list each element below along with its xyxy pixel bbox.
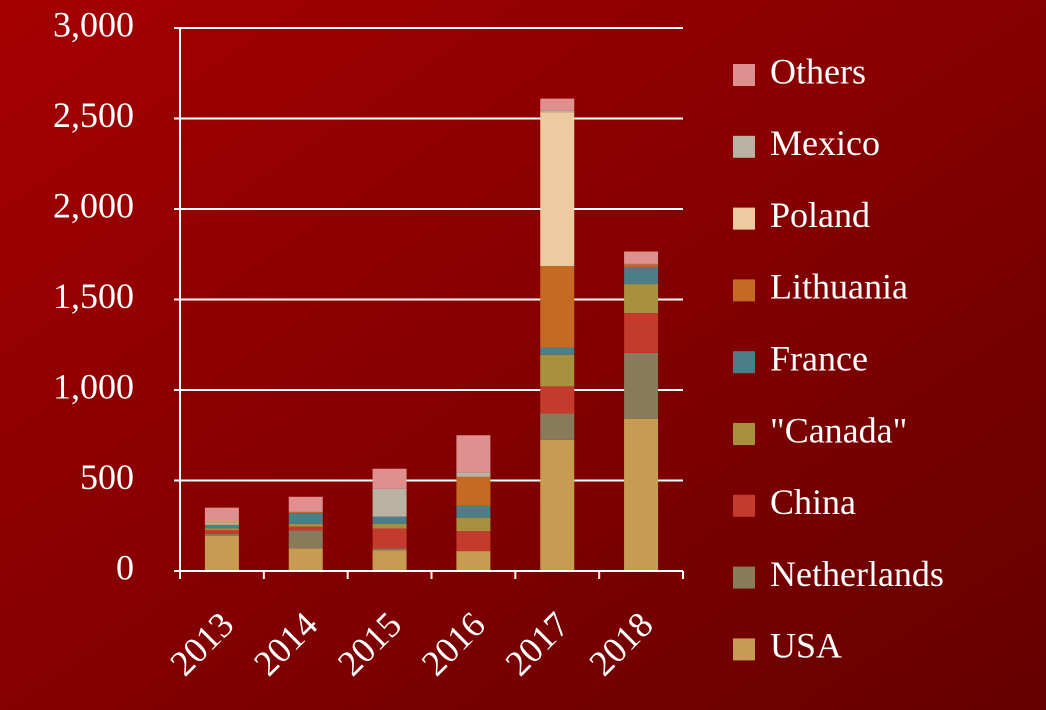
- legend-label: Lithuania: [770, 267, 908, 307]
- legend-label: Poland: [770, 195, 870, 235]
- bar-segment: [288, 523, 323, 527]
- y-tick-label: 3,000: [53, 4, 134, 44]
- bar-segment: [624, 352, 659, 419]
- bar-segment: [204, 522, 239, 525]
- legend-swatch: [733, 279, 755, 302]
- y-tick-label: 1,500: [53, 276, 134, 316]
- bar-segment: [288, 548, 323, 571]
- bar-segment: [540, 266, 575, 348]
- bar-segment: [624, 313, 659, 353]
- bar-segment: [288, 513, 323, 524]
- bar-segment: [456, 531, 491, 552]
- bar-segment: [288, 496, 323, 512]
- bar-segment: [624, 264, 659, 267]
- bar-segment: [540, 439, 575, 571]
- y-tick-label: 1,000: [53, 366, 134, 406]
- legend-swatch: [733, 423, 755, 445]
- bar-segment: [204, 525, 239, 529]
- bar-segment: [540, 112, 575, 267]
- bar-segment: [288, 512, 323, 514]
- bar-segment: [624, 251, 659, 264]
- legend-swatch: [733, 351, 755, 374]
- legend-swatch: [733, 494, 755, 517]
- legend-swatch: [733, 207, 755, 230]
- bar-segment: [540, 98, 575, 111]
- bar-segment: [204, 507, 239, 523]
- bar-segment: [624, 266, 659, 285]
- bar-segment: [624, 418, 659, 571]
- legend-label: China: [770, 482, 856, 522]
- bar-segment: [540, 386, 575, 414]
- bar-segment: [624, 284, 659, 314]
- bar-segment: [372, 468, 407, 489]
- legend-label: "Canada": [770, 410, 907, 450]
- bar-segment: [372, 516, 407, 524]
- legend-swatch: [733, 64, 755, 86]
- legend-swatch: [733, 135, 755, 158]
- legend-label: Mexico: [770, 123, 880, 163]
- bar-segment: [204, 524, 239, 526]
- bar-segment: [456, 517, 491, 532]
- bar-segment: [372, 528, 407, 549]
- bar-segment: [456, 472, 491, 477]
- legend-swatch: [733, 638, 755, 661]
- bar-segment: [540, 347, 575, 355]
- bar-segment: [372, 548, 407, 551]
- bar-segment: [456, 476, 491, 506]
- bar-segment: [204, 528, 239, 531]
- bar-segment: [456, 435, 491, 473]
- bar-segment: [624, 263, 659, 265]
- legend-label: France: [770, 338, 868, 378]
- bar-segment: [456, 551, 491, 571]
- y-tick-label: 0: [116, 547, 134, 587]
- y-tick-label: 2,500: [53, 95, 134, 135]
- legend-label: Others: [770, 51, 866, 91]
- legend-swatch: [733, 566, 755, 589]
- bar-segment: [288, 530, 323, 549]
- legend-label: USA: [770, 626, 842, 666]
- bar-segment: [288, 511, 323, 513]
- bar-segment: [540, 354, 575, 387]
- bar-segment: [540, 413, 575, 440]
- bar-segment: [540, 110, 575, 113]
- legend-label: Netherlands: [770, 554, 944, 594]
- y-tick-label: 2,000: [53, 185, 134, 225]
- bar-segment: [372, 488, 407, 517]
- bar-segment: [204, 533, 239, 536]
- y-tick-label: 500: [80, 457, 134, 497]
- bar-segment: [456, 505, 491, 518]
- bar-segment: [204, 535, 239, 571]
- bar-segment: [204, 530, 239, 534]
- bar-segment: [372, 523, 407, 529]
- bar-segment: [372, 550, 407, 571]
- bar-segment: [288, 526, 323, 531]
